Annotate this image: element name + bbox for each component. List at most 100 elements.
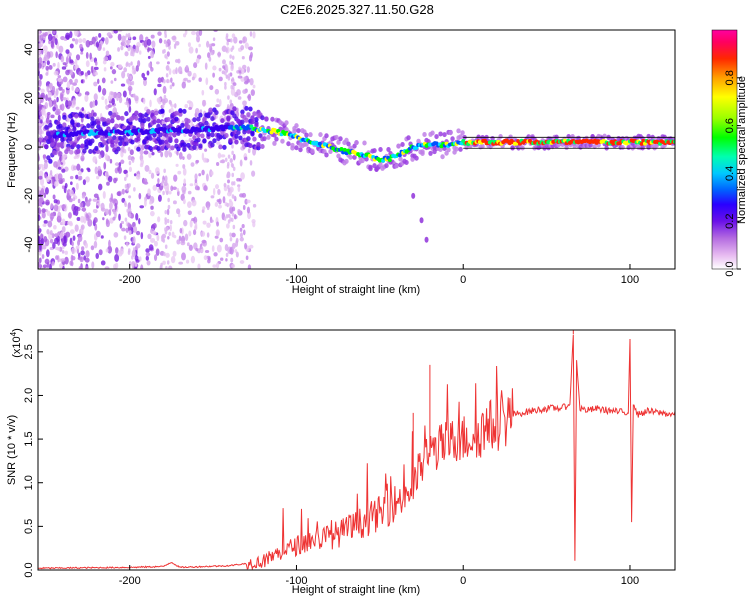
noise-mark [53, 199, 58, 204]
noise-mark [143, 40, 148, 48]
trail-mark [419, 217, 424, 224]
ridge-halo-mark [76, 144, 81, 150]
trail-mark [424, 236, 429, 243]
ridge-halo-mark [88, 149, 93, 155]
ridge-halo-mark [378, 146, 383, 152]
noise-mark [133, 187, 136, 192]
noise-mark [232, 85, 235, 90]
noise-mark [227, 213, 231, 219]
noise-mark [39, 34, 43, 42]
ridge-halo-mark [238, 135, 243, 141]
colorbar-tick-label: 0.8 [724, 70, 736, 85]
snr-frame [37, 329, 676, 571]
noise-mark [107, 175, 113, 183]
noise-mark [112, 198, 118, 202]
noise-mark [181, 81, 186, 89]
ridge-halo-mark [384, 163, 389, 169]
noise-mark [247, 264, 252, 269]
ridge-halo-mark [140, 122, 145, 128]
noise-mark [38, 62, 42, 69]
noise-mark [231, 264, 236, 268]
noise-mark [120, 220, 125, 225]
noise-mark [57, 114, 61, 122]
ridge-halo-mark [336, 139, 341, 145]
noise-mark [131, 249, 137, 258]
y-tick-label: 0 [23, 144, 35, 150]
noise-mark [131, 47, 134, 53]
noise-mark [68, 149, 74, 155]
ridge-halo-mark [396, 143, 401, 149]
ridge-halo-mark [124, 140, 129, 146]
ridge-halo-mark [310, 148, 315, 154]
ridge-halo-mark [182, 108, 187, 114]
ridge-halo-mark [142, 118, 147, 124]
y-tick-label: 1.0 [23, 475, 35, 490]
noise-mark [162, 260, 166, 265]
noise-mark [115, 247, 119, 255]
noise-mark [127, 250, 131, 255]
noise-mark [166, 78, 169, 84]
noise-mark [229, 99, 233, 104]
ridge-halo-mark [290, 145, 295, 151]
noise-mark [176, 239, 181, 245]
ridge-halo-mark [248, 106, 253, 112]
spectrogram-scatter [38, 30, 257, 269]
noise-mark [70, 254, 74, 262]
ridge-halo-mark [182, 146, 187, 152]
ridge-halo-mark [270, 116, 275, 122]
ridge-halo-mark [234, 139, 239, 145]
noise-mark [172, 200, 177, 205]
ridge-halo-mark [44, 144, 49, 150]
ridge-halo-mark [572, 143, 577, 149]
noise-mark [167, 204, 171, 210]
noise-mark [165, 252, 170, 258]
noise-mark [122, 90, 127, 98]
noise-mark [131, 80, 135, 86]
noise-mark [39, 73, 43, 80]
spectrogram-y-ticks: -40 -20 0 20 40 [23, 43, 43, 253]
noise-mark [38, 207, 41, 215]
noise-mark [167, 236, 170, 240]
ridge-core-mark [87, 132, 92, 137]
noise-mark [78, 175, 83, 181]
noise-mark [65, 99, 69, 108]
noise-mark [177, 58, 181, 64]
noise-mark [39, 196, 44, 203]
noise-mark [63, 141, 67, 148]
ridge-halo-mark [218, 144, 223, 150]
spectrogram-y-label: Frequency (Hz) [6, 112, 18, 188]
noise-mark [41, 254, 45, 259]
noise-mark [130, 61, 133, 66]
noise-mark [92, 198, 98, 202]
noise-mark [69, 43, 74, 49]
noise-mark [38, 163, 44, 168]
noise-mark [203, 255, 208, 261]
ridge-halo-mark [602, 133, 607, 139]
noise-mark [65, 32, 70, 40]
noise-mark [146, 70, 150, 76]
ridge-halo-mark [198, 143, 203, 149]
noise-mark [43, 62, 46, 68]
noise-mark [56, 215, 61, 223]
ridge-halo-mark [110, 142, 115, 148]
noise-mark [40, 188, 45, 196]
ridge-halo-mark [134, 115, 139, 121]
noise-mark [147, 47, 153, 51]
noise-mark [45, 176, 50, 183]
ridge-halo-mark [354, 140, 359, 146]
ridge-halo-mark [620, 144, 625, 150]
noise-mark [120, 45, 124, 51]
noise-mark [54, 110, 60, 116]
noise-mark [71, 247, 76, 254]
noise-mark [231, 77, 235, 82]
noise-mark [227, 161, 230, 167]
ridge-halo-mark [328, 149, 333, 155]
noise-mark [165, 65, 170, 71]
noise-mark [49, 263, 52, 269]
y-tick-label: 1.5 [23, 431, 35, 446]
noise-mark [71, 38, 76, 42]
noise-mark [39, 115, 44, 121]
noise-mark [45, 65, 49, 71]
noise-mark [44, 31, 48, 36]
noise-mark [123, 149, 127, 154]
